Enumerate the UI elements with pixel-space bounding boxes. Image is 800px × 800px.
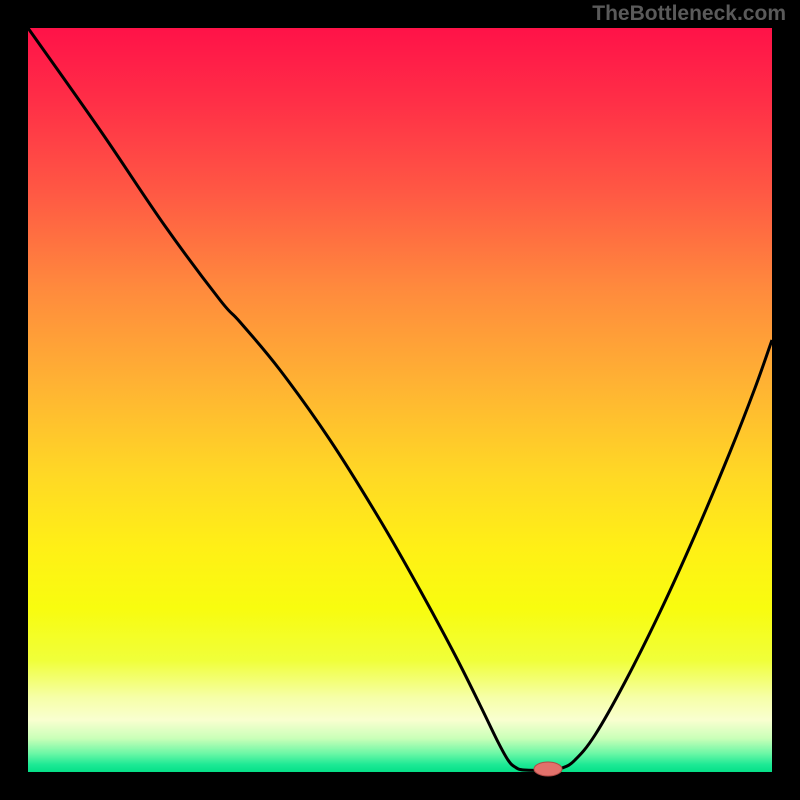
bottleneck-chart — [0, 0, 800, 800]
chart-container: { "watermark": "TheBottleneck.com", "cha… — [0, 0, 800, 800]
optimal-marker — [534, 762, 562, 776]
plot-background — [28, 28, 772, 772]
watermark-text: TheBottleneck.com — [592, 2, 786, 26]
